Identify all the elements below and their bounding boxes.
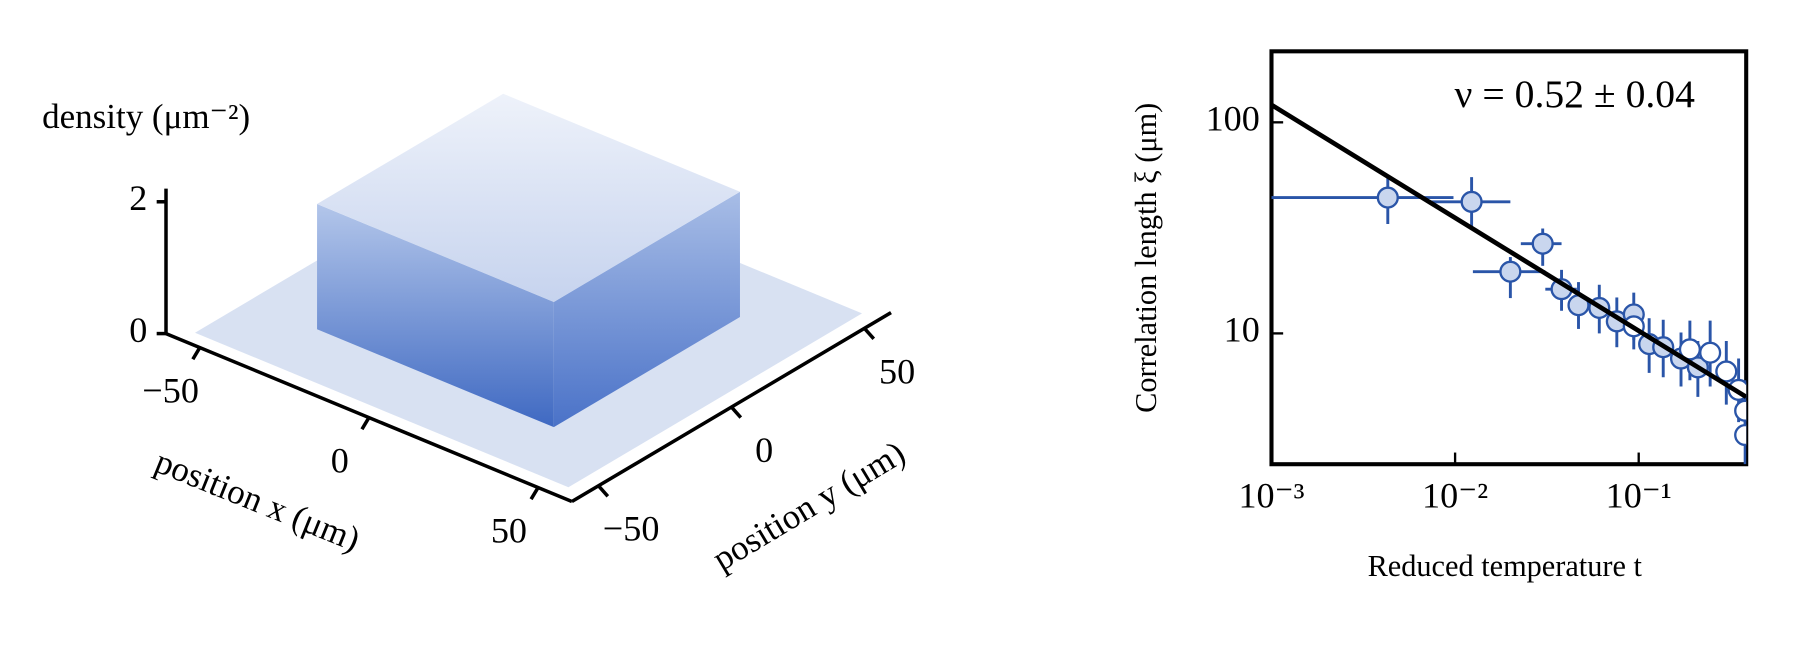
z-tick-label: 0	[129, 310, 147, 350]
scatter-panel: 10⁻³ 10⁻² 10⁻¹ 10 100	[1206, 49, 1749, 516]
data-point	[1531, 232, 1554, 255]
x-tick-label: 10⁻¹	[1606, 476, 1672, 516]
y-tick-label: −50	[603, 509, 660, 549]
x-tick-label: 10⁻³	[1238, 476, 1304, 516]
x-tick	[360, 416, 371, 431]
y-tick-label: 10	[1224, 310, 1260, 350]
surface-top	[317, 93, 740, 302]
data-point	[1734, 399, 1747, 422]
z-axis-label: density (μm⁻²)	[42, 97, 250, 136]
surface-panel: −50 0 50 −50 0 50 0 2	[129, 93, 915, 550]
y-tick-label: 100	[1206, 99, 1260, 139]
x-tick	[191, 346, 202, 361]
x-tick-label: −50	[142, 371, 199, 411]
x-tick-label: 50	[491, 510, 527, 550]
y-tick-label: 0	[755, 430, 773, 470]
data-point	[1699, 341, 1722, 364]
surface-side	[317, 203, 554, 428]
y-tick	[730, 405, 743, 419]
data-point	[1715, 360, 1738, 383]
data-point	[1734, 423, 1747, 447]
plot-frame	[1269, 49, 1749, 467]
y-tick	[863, 327, 876, 340]
data-point	[1376, 186, 1399, 209]
plot-area	[1271, 102, 1747, 465]
data-point	[1460, 190, 1483, 213]
x-tick	[529, 486, 540, 501]
y-tick-label: 50	[879, 351, 915, 391]
y-tick	[597, 484, 610, 498]
x-axis-label: Reduced temperature t	[1368, 549, 1643, 583]
x-tick-label: 0	[331, 441, 349, 481]
data-point	[1499, 260, 1522, 283]
surface-side	[553, 191, 740, 428]
y-axis-label: Correlation length ξ (μm)	[1129, 103, 1163, 413]
z-tick-label: 2	[129, 178, 147, 218]
x-tick-label: 10⁻²	[1422, 476, 1488, 516]
annotation: ν = 0.52 ± 0.04	[1455, 72, 1696, 116]
y-axis-label: position y (μm)	[706, 433, 912, 578]
fit-line	[1271, 102, 1747, 399]
